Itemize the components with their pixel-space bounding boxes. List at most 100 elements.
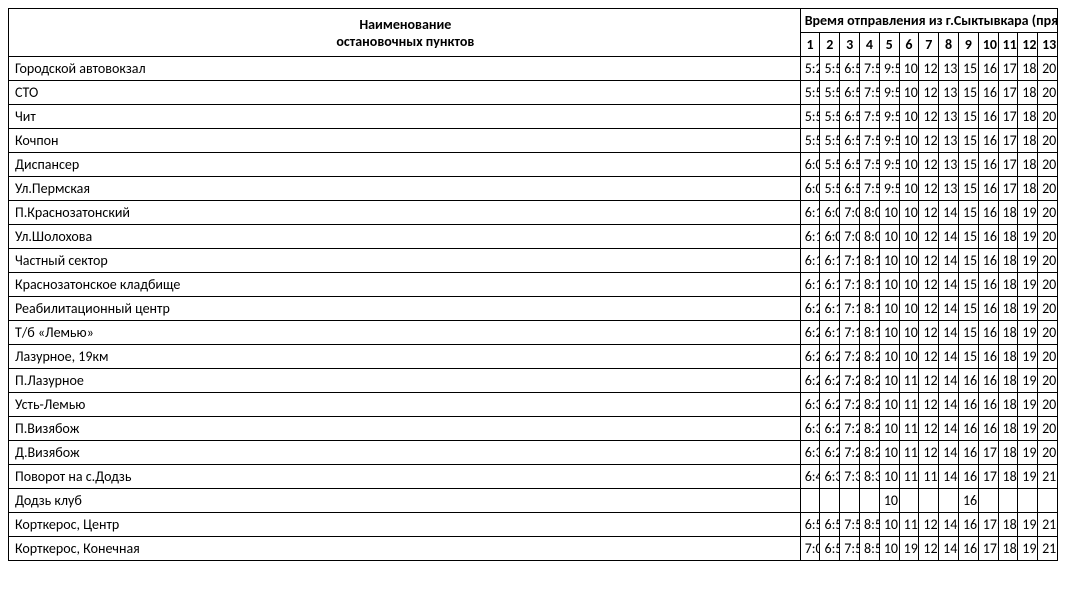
schedule-table: Наименование остановочных пунктов Время … <box>8 8 1058 561</box>
table-row: Ул.Шолохова6:136:087:088:0810:0810:4612:… <box>9 225 1058 249</box>
time-cell: 11:15 <box>899 465 919 489</box>
time-cell: 12:32 <box>919 273 939 297</box>
time-cell: 7:52 <box>840 513 860 537</box>
time-cell: 5:59 <box>800 129 820 153</box>
time-cell: 12:26 <box>919 201 939 225</box>
time-cell: 12:45 <box>919 393 939 417</box>
time-cell: 10:08 <box>879 225 899 249</box>
header-stops: Наименование остановочных пунктов <box>9 9 801 57</box>
time-cell: 5:53 <box>820 105 840 129</box>
time-cell: 17:07 <box>978 441 998 465</box>
time-cell: 8:12 <box>860 273 880 297</box>
time-cell: 6:55 <box>820 537 840 561</box>
time-cell: 7:15 <box>840 297 860 321</box>
time-cell: 16:50 <box>978 321 998 345</box>
time-cell: 14:18 <box>939 321 959 345</box>
time-cell: 6:32 <box>800 417 820 441</box>
time-cell <box>800 489 820 513</box>
time-cell: 19:06 <box>1018 201 1038 225</box>
time-cell: 18:53 <box>1018 105 1038 129</box>
time-cell: 18:50 <box>1018 57 1038 81</box>
time-cell: 10:37 <box>879 465 899 489</box>
time-cell: 8:25 <box>860 393 880 417</box>
time-cell: 7:12 <box>840 273 860 297</box>
time-cell: 9:54 <box>879 129 899 153</box>
time-cell: 15:56 <box>958 321 978 345</box>
time-cell: 16:48 <box>978 297 998 321</box>
time-cell: 16:32 <box>958 513 978 537</box>
time-cell: 19:10 <box>1018 249 1038 273</box>
time-cell: 21:22 <box>1038 513 1058 537</box>
time-cell: 12:28 <box>919 225 939 249</box>
time-cell: 13:52 <box>939 81 959 105</box>
time-cell: 6:23 <box>800 321 820 345</box>
header-col-13: 13 <box>1038 33 1058 57</box>
time-cell: 16:59 <box>978 417 998 441</box>
time-cell: 6:50 <box>840 57 860 81</box>
time-cell: 7:27 <box>840 417 860 441</box>
time-cell: 19:15 <box>1018 297 1038 321</box>
time-cell: 12:02 <box>919 513 939 537</box>
time-cell: 10:12 <box>879 273 899 297</box>
time-cell: 20:26 <box>1038 153 1058 177</box>
time-cell: 14:23 <box>939 369 959 393</box>
time-cell <box>1018 489 1038 513</box>
time-cell <box>860 489 880 513</box>
time-cell: 17:15 <box>978 465 998 489</box>
time-cell: 10:18 <box>879 321 899 345</box>
time-cell: 6:52 <box>840 81 860 105</box>
time-cell: 6:20 <box>820 345 840 369</box>
time-cell: 20:45 <box>1038 297 1058 321</box>
table-row: Краснозатонское кладбище6:176:127:128:12… <box>9 273 1058 297</box>
time-cell: 10:06 <box>879 201 899 225</box>
time-cell: 16:53 <box>978 345 998 369</box>
time-cell: 13:53 <box>939 105 959 129</box>
time-cell: 20:20 <box>1038 57 1058 81</box>
header-col-2: 2 <box>820 33 840 57</box>
table-row: Городской автовокзал5:205:506:507:509:50… <box>9 57 1058 81</box>
time-cell: 19:18 <box>1018 321 1038 345</box>
time-cell: 15:50 <box>958 273 978 297</box>
time-cell: 16:20 <box>978 57 998 81</box>
header-col-8: 8 <box>939 33 959 57</box>
time-cell: 16:55 <box>978 369 998 393</box>
time-cell: 10:54 <box>899 297 919 321</box>
time-cell: 16:05 <box>958 417 978 441</box>
time-cell: 9:50 <box>879 57 899 81</box>
time-cell: 17:25 <box>978 513 998 537</box>
table-row: Корткерос, Центр6:576:527:528:5210:5211:… <box>9 513 1058 537</box>
time-cell: 18:27 <box>998 417 1018 441</box>
time-cell: 6:29 <box>820 441 840 465</box>
time-cell: 10:32 <box>899 81 919 105</box>
time-cell: 6:06 <box>820 201 840 225</box>
time-cell: 12:12 <box>919 81 939 105</box>
time-cell: 20:53 <box>1038 369 1058 393</box>
time-cell: 17:52 <box>998 81 1018 105</box>
time-cell: 8:10 <box>860 249 880 273</box>
stop-name: П.Лазурное <box>9 369 801 393</box>
table-row: Корткерос, Конечная7:006:557:558:5510:55… <box>9 537 1058 561</box>
time-cell: 18:58 <box>1018 177 1038 201</box>
time-cell: 18:52 <box>1018 81 1038 105</box>
time-cell: 7:55 <box>840 537 860 561</box>
stop-name: Диспансер <box>9 153 801 177</box>
table-row: П.Лазурное6:286:237:238:2310:2311:0112:4… <box>9 369 1058 393</box>
stop-name: Кочпон <box>9 129 801 153</box>
time-cell: 8:23 <box>860 369 880 393</box>
header-col-3: 3 <box>840 33 860 57</box>
time-cell: 12:47 <box>919 417 939 441</box>
time-cell: 8:20 <box>860 345 880 369</box>
time-cell: 12:30 <box>919 249 939 273</box>
time-cell: 14:10 <box>939 249 959 273</box>
time-cell: 12:43 <box>919 369 939 393</box>
time-cell: 18:06 <box>998 201 1018 225</box>
time-cell: 16:03 <box>958 393 978 417</box>
time-cell: 18:15 <box>998 297 1018 321</box>
time-cell: 21:07 <box>1038 465 1058 489</box>
time-cell: 16:26 <box>978 129 998 153</box>
time-cell <box>998 489 1018 513</box>
time-cell: 10:37 <box>899 177 919 201</box>
time-cell: 14:06 <box>939 201 959 225</box>
time-cell: 10:33 <box>899 105 919 129</box>
stop-name: Корткерос, Центр <box>9 513 801 537</box>
